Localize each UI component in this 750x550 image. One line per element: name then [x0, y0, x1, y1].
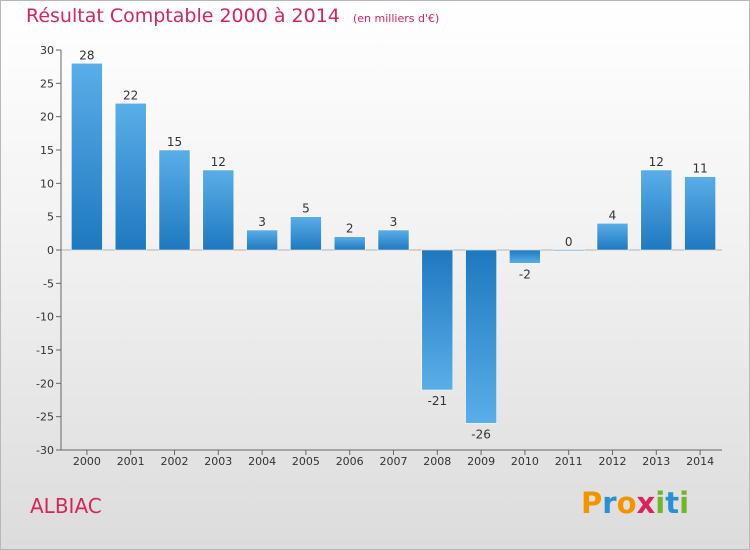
value-label: -21	[427, 394, 447, 408]
x-tick-label: 2001	[117, 455, 145, 468]
proxiti-logo: Proxiti	[581, 486, 689, 520]
chart-subtitle: (en milliers d'€)	[352, 12, 440, 25]
bar	[640, 169, 673, 251]
x-tick-label: 2010	[511, 455, 539, 468]
chart-title: Résultat Comptable 2000 à 2014	[26, 5, 340, 27]
y-tick-label: 10	[40, 177, 54, 190]
value-label: 28	[79, 48, 94, 62]
bar	[290, 216, 322, 251]
value-label: 15	[167, 135, 182, 149]
logo-letter: i	[679, 486, 690, 520]
bars	[71, 63, 716, 424]
x-tick-label: 2011	[555, 455, 583, 468]
value-label: 5	[302, 202, 310, 216]
y-tick-label: -15	[36, 344, 54, 357]
x-tick-label: 2005	[292, 455, 320, 468]
bar	[596, 223, 629, 251]
value-label: -26	[471, 427, 491, 441]
bar	[421, 249, 454, 391]
bar	[552, 249, 585, 252]
y-tick-label: 20	[40, 111, 54, 124]
y-tick-label: 25	[40, 77, 54, 90]
logo-letter: x	[636, 486, 656, 520]
value-label: 11	[692, 162, 707, 176]
bar	[509, 249, 541, 264]
logo-letter: P	[581, 486, 603, 520]
value-label: 4	[609, 208, 617, 222]
labels: 28 22 15 12 3 5 2 3 -21 -26 -2 0 4 12 11	[79, 48, 707, 441]
y-tick-label: -30	[36, 444, 54, 457]
x-tick-label: 2009	[467, 455, 495, 468]
value-label: 0	[565, 235, 573, 249]
y-tick-label: 30	[40, 44, 54, 57]
logo-letter: i	[655, 486, 666, 520]
logo-letter: t	[665, 486, 680, 520]
y-tick-label: -5	[43, 277, 54, 290]
title-row: Résultat Comptable 2000 à 2014 (en milli…	[26, 5, 439, 27]
bar	[465, 249, 497, 424]
y-tick-label: -10	[36, 311, 54, 324]
x-tick-label: 2014	[686, 455, 714, 468]
value-label: 3	[258, 215, 266, 229]
bar	[333, 236, 366, 251]
x-tick-label: 2012	[599, 455, 627, 468]
x-tick-label: 2013	[642, 455, 670, 468]
bar	[202, 169, 235, 251]
bar	[114, 103, 147, 251]
bar	[684, 176, 716, 251]
x-tick-label: 2000	[73, 455, 101, 468]
bar	[158, 149, 191, 251]
value-label: 12	[649, 155, 664, 169]
value-label: 3	[390, 215, 398, 229]
value-label: -2	[519, 267, 531, 281]
x-tick-label: 2004	[248, 455, 276, 468]
logo-letter: o	[616, 486, 637, 520]
x-tick-label: 2003	[204, 455, 232, 468]
x-tick-label: 2008	[423, 455, 451, 468]
value-label: 22	[123, 88, 138, 102]
logo-letter: r	[602, 486, 617, 520]
y-tick-label: -20	[36, 377, 54, 390]
x-tick-label: 2006	[336, 455, 364, 468]
y-tick-label: 5	[47, 211, 54, 224]
y-tick-label: -25	[36, 411, 54, 424]
place-name: ALBIAC	[30, 494, 102, 518]
bar	[377, 229, 410, 251]
bar	[246, 229, 278, 251]
y-tick-label: 0	[47, 244, 54, 257]
y-tick-label: 15	[40, 144, 54, 157]
value-label: 12	[211, 155, 226, 169]
bar	[71, 63, 103, 251]
x-tick-label: 2002	[161, 455, 189, 468]
value-label: 2	[346, 222, 354, 236]
x-tick-label: 2007	[380, 455, 408, 468]
